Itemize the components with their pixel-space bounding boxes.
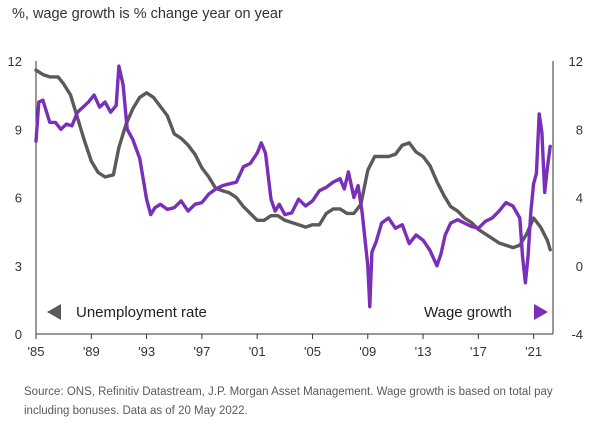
right-tick-label: -4 — [571, 327, 583, 342]
source-footnote: Source: ONS, Refinitiv Datastream, J.P. … — [24, 386, 553, 417]
x-tick-label: '21 — [525, 344, 542, 359]
left-axis: 0 3 6 9 12 — [8, 54, 37, 342]
legend-unemployment-label: Unemployment rate — [76, 304, 207, 321]
right-axis: -4 0 4 8 12 — [552, 54, 583, 342]
right-tick-label: 4 — [576, 191, 583, 206]
series-group — [34, 64, 552, 309]
chart-title: %, wage growth is % change year on year — [12, 6, 283, 22]
x-tick-label: '13 — [415, 344, 432, 359]
x-tick-label: '17 — [470, 344, 487, 359]
right-tick-label: 12 — [569, 54, 583, 69]
right-arrow-icon — [534, 304, 548, 320]
left-arrow-icon — [47, 304, 61, 320]
x-tick-label: '89 — [83, 344, 100, 359]
legend: Unemployment rate Wage growth — [47, 304, 548, 321]
left-tick-label: 12 — [8, 54, 22, 69]
x-tick-label: '01 — [249, 344, 266, 359]
chart-canvas: '85 '89 '93 '97 '01 '05 '09 '13 '17 '21 0 3 6 9 12 -4… — [8, 54, 583, 359]
x-tick-label: '93 — [138, 344, 155, 359]
x-tick-label: '05 — [304, 344, 321, 359]
x-tick-label: '97 — [193, 344, 210, 359]
left-tick-label: 0 — [15, 327, 22, 342]
unemployment-rate-line — [34, 68, 552, 252]
left-tick-label: 9 — [15, 122, 22, 137]
wage-growth-line — [34, 64, 552, 309]
right-tick-label: 0 — [576, 259, 583, 274]
left-tick-label: 3 — [15, 259, 22, 274]
legend-wage-label: Wage growth — [424, 304, 512, 321]
left-tick-label: 6 — [15, 191, 22, 206]
x-axis: '85 '89 '93 '97 '01 '05 '09 '13 '17 '21 — [28, 333, 553, 359]
x-tick-label: '85 — [28, 344, 45, 359]
right-tick-label: 8 — [576, 122, 583, 137]
x-tick-label: '09 — [359, 344, 376, 359]
